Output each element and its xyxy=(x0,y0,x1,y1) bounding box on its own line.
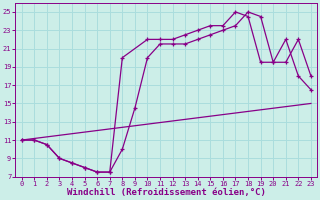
X-axis label: Windchill (Refroidissement éolien,°C): Windchill (Refroidissement éolien,°C) xyxy=(67,188,266,197)
